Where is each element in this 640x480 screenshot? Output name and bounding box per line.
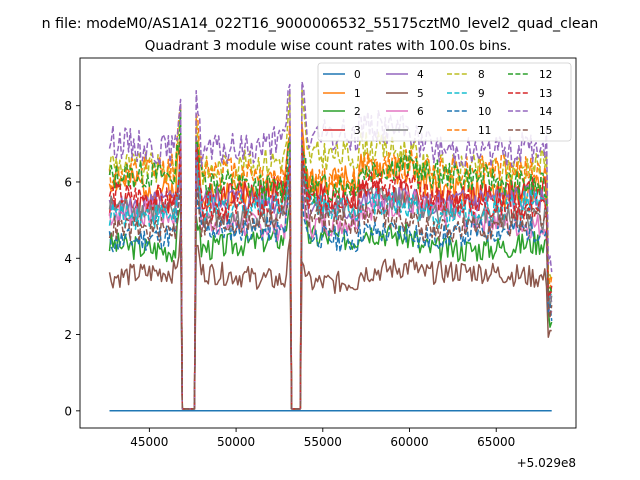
legend-label-1: 1 — [354, 88, 361, 100]
y-axis: 0 2 4 6 8 — [64, 99, 80, 418]
legend-label-3: 3 — [354, 125, 361, 137]
legend-label-6: 6 — [417, 106, 424, 118]
x-tick-label: 55000 — [304, 435, 342, 449]
series-layer — [108, 81, 553, 412]
legend-label-8: 8 — [478, 69, 485, 81]
legend-label-5: 5 — [417, 88, 424, 100]
x-tick-label: 45000 — [130, 435, 168, 449]
legend-label-11: 11 — [478, 125, 491, 137]
x-tick-label: 50000 — [217, 435, 255, 449]
legend-label-13: 13 — [539, 88, 552, 100]
y-tick-label: 2 — [64, 328, 72, 342]
y-tick-label: 4 — [64, 252, 72, 266]
x-axis-offset-label: +5.029e8 — [517, 456, 576, 470]
legend-label-14: 14 — [539, 106, 553, 118]
y-tick-label: 0 — [64, 404, 72, 418]
legend-label-9: 9 — [478, 88, 485, 100]
y-tick-label: 6 — [64, 175, 72, 189]
legend-label-4: 4 — [417, 69, 424, 81]
x-tick-label: 65000 — [477, 435, 515, 449]
x-tick-label: 60000 — [390, 435, 428, 449]
x-axis: 45000 50000 55000 60000 65000 — [130, 428, 515, 449]
legend-label-10: 10 — [478, 106, 491, 118]
legend-label-0: 0 — [354, 69, 361, 81]
chart-title: Quadrant 3 module wise count rates with … — [145, 38, 511, 54]
legend-box — [317, 62, 572, 142]
axes-frame — [79, 57, 577, 429]
series-line-15 — [108, 162, 553, 410]
legend-label-12: 12 — [539, 69, 552, 81]
series-line-8 — [108, 88, 553, 410]
y-tick-label: 8 — [64, 99, 72, 113]
legend-label-7: 7 — [417, 125, 424, 137]
series-line-13 — [108, 137, 553, 410]
legend-label-15: 15 — [539, 125, 552, 137]
legend-label-2: 2 — [354, 106, 361, 118]
figure-suptitle: n file: modeM0/AS1A14_022T16_9000006532_… — [42, 16, 599, 32]
